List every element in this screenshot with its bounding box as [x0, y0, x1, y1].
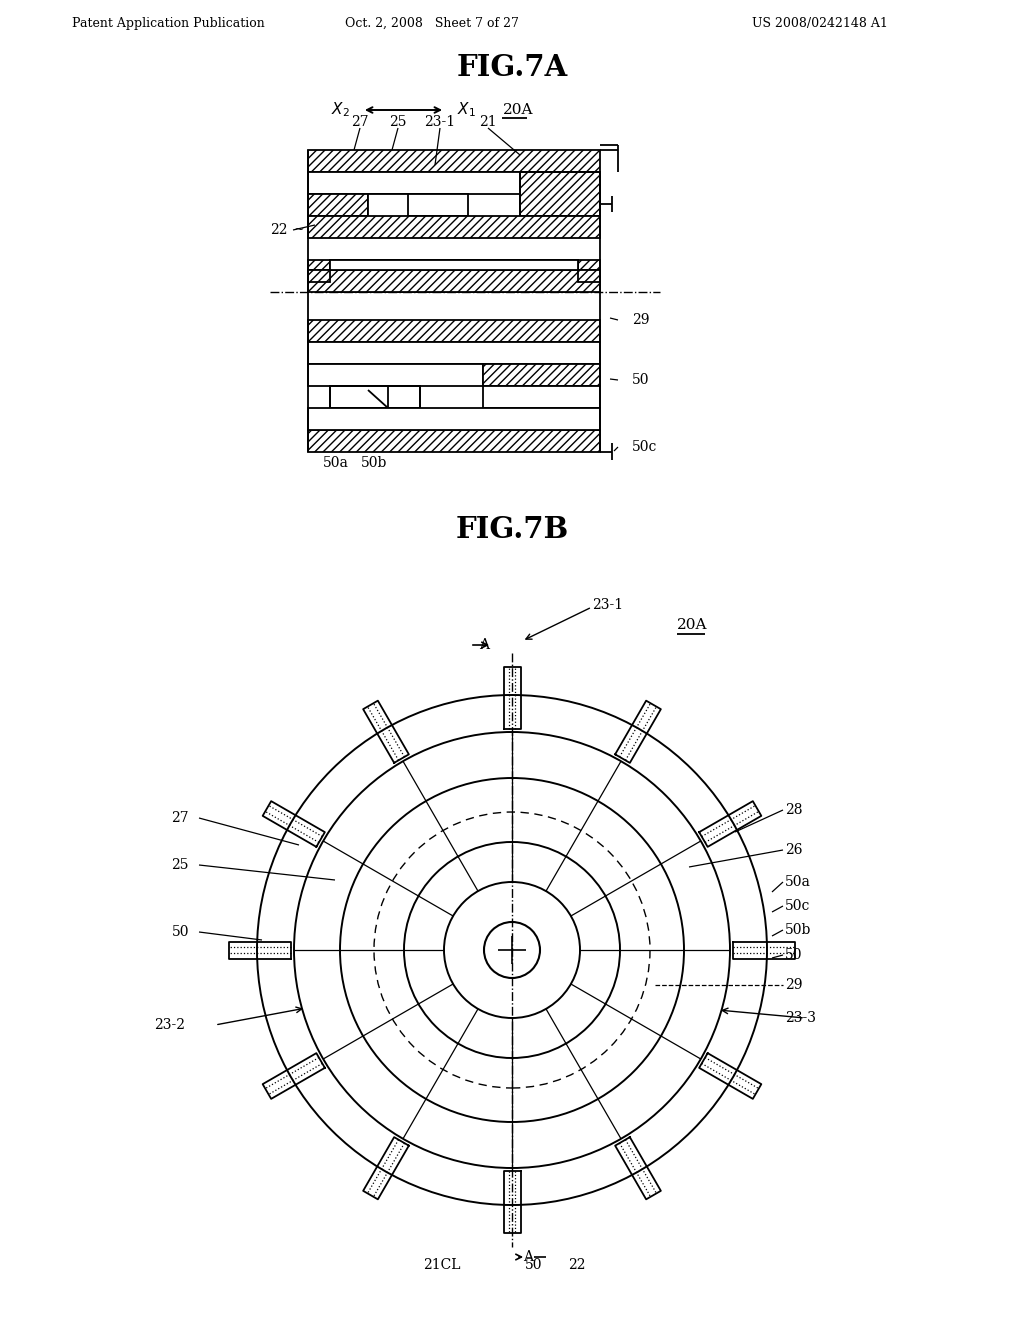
Text: 28: 28 [785, 803, 803, 817]
Text: 21: 21 [479, 115, 497, 129]
Bar [308, 150, 600, 172]
Bar [308, 271, 600, 292]
Bar [520, 172, 600, 216]
Bar [483, 364, 600, 385]
Text: ~: ~ [294, 223, 304, 235]
Text: FIG.7B: FIG.7B [456, 516, 568, 544]
Text: $\mathit{X_1}$: $\mathit{X_1}$ [457, 100, 476, 119]
Bar [578, 271, 600, 282]
Text: 25: 25 [171, 858, 189, 873]
Text: 27: 27 [351, 115, 369, 129]
Text: 22: 22 [568, 1258, 586, 1272]
Bar [408, 216, 468, 234]
Bar [520, 194, 600, 216]
Bar [308, 364, 483, 385]
Text: $\mathit{X_2}$: $\mathit{X_2}$ [331, 100, 350, 119]
Text: 21CL: 21CL [423, 1258, 461, 1272]
Bar [483, 385, 600, 408]
Text: 23-2: 23-2 [154, 1018, 185, 1032]
Bar [308, 216, 600, 238]
Text: 50a: 50a [323, 455, 349, 470]
Bar [578, 260, 600, 271]
Text: 50a: 50a [785, 875, 811, 888]
Text: A: A [479, 638, 489, 652]
Bar [408, 194, 468, 216]
Text: 50b: 50b [785, 923, 811, 937]
Bar [308, 172, 600, 194]
Bar [308, 430, 600, 451]
Text: FIG.7A: FIG.7A [457, 54, 567, 82]
Text: A: A [523, 1250, 534, 1265]
Text: Patent Application Publication: Patent Application Publication [72, 16, 264, 29]
Bar [308, 260, 330, 271]
Bar [368, 194, 449, 224]
Text: 50c: 50c [785, 899, 810, 913]
Bar [330, 408, 395, 430]
Bar [308, 408, 600, 430]
Text: 23-1: 23-1 [592, 598, 624, 612]
Bar [308, 194, 368, 216]
Text: 50b: 50b [360, 455, 387, 470]
Text: 29: 29 [632, 313, 649, 327]
Text: 25: 25 [389, 115, 407, 129]
Bar [330, 260, 578, 271]
Bar [308, 271, 330, 282]
Bar [308, 342, 600, 364]
Text: 27: 27 [171, 810, 189, 825]
Bar [330, 260, 578, 271]
Text: 50: 50 [632, 374, 649, 387]
Text: 20A: 20A [677, 618, 708, 632]
Bar [330, 385, 420, 408]
Bar [330, 385, 420, 408]
Text: 29: 29 [785, 978, 803, 993]
Text: 23-1: 23-1 [424, 115, 456, 129]
Text: 20A: 20A [503, 103, 534, 117]
Bar [368, 194, 449, 224]
Bar [520, 172, 600, 216]
Text: 50: 50 [785, 948, 803, 962]
Text: 23-3: 23-3 [785, 1011, 816, 1026]
Text: US 2008/0242148 A1: US 2008/0242148 A1 [752, 16, 888, 29]
Text: 26: 26 [785, 843, 803, 857]
Text: 50: 50 [525, 1258, 543, 1272]
Bar [330, 260, 578, 292]
Text: Oct. 2, 2008   Sheet 7 of 27: Oct. 2, 2008 Sheet 7 of 27 [345, 16, 519, 29]
Text: 50: 50 [171, 925, 189, 939]
Text: 50c: 50c [632, 440, 657, 454]
Text: 22: 22 [270, 223, 288, 238]
Bar [308, 319, 600, 342]
